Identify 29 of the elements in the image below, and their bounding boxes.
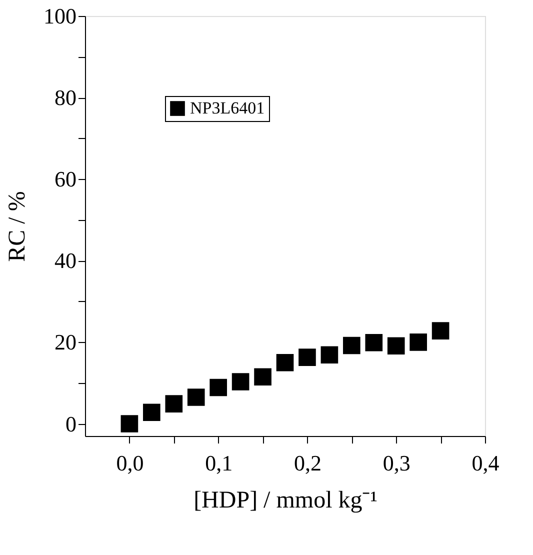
point: [276, 354, 294, 372]
x-tick-label: 0,4: [472, 450, 500, 476]
point: [298, 348, 316, 366]
y-tick-label: 20: [54, 330, 76, 355]
point: [210, 378, 227, 396]
y-axis-title: RC / %: [4, 191, 30, 262]
point: [387, 337, 405, 355]
point: [343, 336, 360, 354]
point: [165, 395, 183, 412]
point: [143, 404, 160, 422]
y-tick-label: 80: [54, 85, 76, 110]
y-tick-label: 40: [54, 248, 76, 274]
y-tick-label: 60: [54, 166, 76, 192]
x-tick-label: 0,1: [205, 450, 233, 476]
point: [365, 334, 383, 352]
point: [187, 388, 205, 406]
x-tick-label: 0,0: [116, 450, 144, 476]
point: [410, 334, 427, 351]
point: [254, 368, 272, 386]
y-tick-label: 0: [66, 411, 76, 436]
point: [432, 322, 450, 340]
legend-label: NP3L6401: [190, 98, 265, 118]
y-tick-label: 100: [44, 4, 76, 28]
point: [120, 415, 138, 432]
point: [232, 373, 250, 390]
x-axis-title: [HDP] / mmol kg⁻¹: [194, 488, 378, 514]
x-tick-label: 0,3: [382, 450, 410, 476]
x-tick-label: 0,2: [294, 450, 322, 476]
point: [320, 346, 338, 364]
